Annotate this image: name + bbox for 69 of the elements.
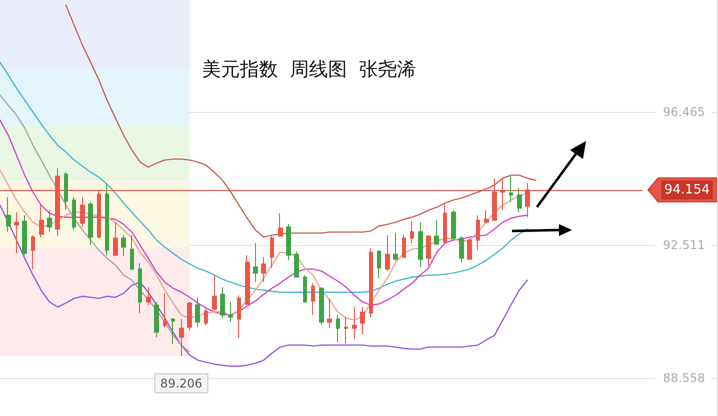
candlestick [344,316,348,344]
candlestick [14,212,19,254]
candlestick [434,220,439,245]
candlestick [319,286,324,326]
candlestick [410,220,414,244]
candlestick [187,301,192,331]
line-series [0,119,528,316]
candlestick [253,242,258,283]
candlestick [476,214,480,251]
candlestick [451,210,456,241]
candlestick [80,196,85,228]
candlestick [237,294,241,338]
candlestick [228,301,233,323]
line-series [65,4,536,238]
candlestick [467,238,472,260]
annotation: 89.206 [160,376,202,390]
candlestick [31,234,35,270]
candlestick [105,182,109,256]
line-series [0,94,190,353]
candlestick [459,236,464,263]
candlestick [113,222,118,257]
candlestick [204,308,208,326]
ref-line-label: 94.154 [664,182,710,198]
candlestick [303,274,307,302]
candlestick [195,296,200,328]
candlestick [22,214,27,256]
candlestick [138,262,142,314]
candlestick [369,248,373,318]
candlestick [261,256,266,283]
candlestick [72,196,76,231]
candlestick [360,306,365,335]
y-tick-label: 88.558 [663,371,705,386]
candlestick [130,234,134,271]
candlestick [352,306,357,340]
candlestick [311,282,315,316]
candlestick [39,204,44,238]
candlestick [6,196,11,232]
text: 美元指数 周线图 张尧浠 [202,58,416,80]
candlestick [270,234,274,269]
candlestick [154,301,159,338]
candlestick [245,254,250,306]
candlestick [278,212,283,237]
candlestick [163,292,167,328]
candlestick [393,232,398,261]
candlestick [47,210,52,232]
candlestick [88,202,93,246]
candlestick [418,222,423,268]
candlestick [509,174,513,203]
candlestick [426,234,431,267]
candlestick [484,210,489,223]
candlestick [220,286,225,319]
candlestick [286,224,291,261]
y-tick-label: 96.465 [663,105,705,120]
candlestick [377,250,381,279]
candlestick [64,172,68,211]
candlestick [146,286,151,306]
candlestick [171,318,175,345]
candlestick [294,250,299,278]
line-series [0,204,528,367]
candlestick [402,234,406,259]
candlestick [212,274,217,312]
candlestick [385,234,390,272]
candlestick [517,187,522,213]
candlestick [336,314,340,343]
candlestick [327,298,332,329]
candlestick [443,202,447,244]
y-tick-label: 92.511 [663,238,705,252]
candlestick [179,318,184,357]
candlestick [121,234,126,257]
